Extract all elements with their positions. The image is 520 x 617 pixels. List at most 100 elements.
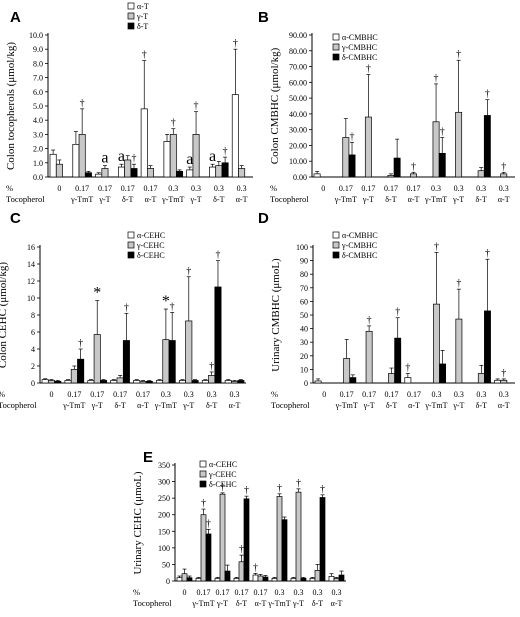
panel-letter-c: C bbox=[10, 210, 21, 227]
bar bbox=[49, 153, 57, 178]
x-tick-label-percent: 0.17 bbox=[113, 390, 127, 399]
bar bbox=[314, 380, 322, 384]
significance-mark: † bbox=[456, 49, 461, 60]
y-tick-label: 60.00 bbox=[289, 78, 307, 87]
x-tick-label-tocopherol: α-T bbox=[408, 401, 420, 410]
significance-mark: † bbox=[80, 98, 85, 109]
bar bbox=[208, 375, 216, 384]
bar bbox=[133, 380, 141, 384]
row-label-tocopherol: Tocopherol bbox=[271, 400, 310, 410]
bar bbox=[477, 373, 485, 384]
x-tick-label-percent: 0 bbox=[321, 184, 325, 193]
bar bbox=[231, 94, 239, 178]
x-tick-label-tocopherol: γ-TmT bbox=[70, 195, 93, 204]
y-tick-label: 0 bbox=[166, 577, 170, 586]
y-tick-label: 150 bbox=[158, 527, 170, 536]
bar bbox=[404, 377, 412, 384]
legend-swatch bbox=[199, 460, 207, 468]
y-tick-label: 40 bbox=[300, 325, 308, 334]
bar bbox=[494, 379, 502, 384]
bar bbox=[78, 134, 86, 178]
x-tick-label-percent: 0.17 bbox=[75, 184, 89, 193]
x-tick-label-percent: 0 bbox=[49, 390, 53, 399]
bar bbox=[477, 170, 485, 178]
significance-mark: † bbox=[501, 368, 506, 379]
significance-mark: † bbox=[239, 544, 244, 555]
x-tick-label-percent: 0.17 bbox=[362, 390, 376, 399]
significance-mark: a bbox=[101, 150, 108, 167]
bar bbox=[192, 134, 200, 178]
bar bbox=[209, 166, 217, 178]
significance-mark: * bbox=[162, 293, 170, 310]
legend-label: δ-CEHC bbox=[137, 251, 165, 260]
bar bbox=[219, 493, 226, 582]
y-tick-label: 100 bbox=[158, 544, 170, 553]
y-tick-label: 20 bbox=[300, 352, 308, 361]
x-tick-label-tocopherol: γ-TmT bbox=[161, 195, 184, 204]
x-tick-label-tocopherol: δ-T bbox=[114, 401, 125, 410]
x-tick-label-tocopherol: γ-T bbox=[98, 195, 110, 204]
legend-swatch bbox=[332, 241, 340, 249]
x-tick-label-tocopherol: γ-T bbox=[216, 599, 228, 608]
bar bbox=[214, 286, 222, 384]
y-tick-label: 80 bbox=[300, 270, 308, 279]
bar bbox=[139, 380, 147, 384]
bar bbox=[54, 380, 62, 384]
y-tick-label: 50.00 bbox=[289, 94, 307, 103]
y-axis-label: Colon CMBHC (μmol/kg) bbox=[269, 47, 281, 164]
x-tick-label-percent: 0.17 bbox=[384, 184, 398, 193]
bar bbox=[387, 175, 395, 178]
bar bbox=[483, 115, 491, 178]
x-tick-label-tocopherol: γ-TmT bbox=[335, 401, 358, 410]
y-tick-label: 12 bbox=[27, 277, 35, 286]
row-label-percent: % bbox=[271, 389, 278, 399]
bar bbox=[295, 491, 302, 582]
bar bbox=[333, 577, 340, 582]
bar bbox=[145, 380, 153, 384]
bar bbox=[93, 334, 101, 384]
bar bbox=[176, 577, 183, 582]
x-tick-label-tocopherol: δ-T bbox=[213, 195, 224, 204]
bar bbox=[87, 380, 95, 384]
legend-swatch bbox=[127, 22, 135, 30]
bar bbox=[122, 340, 130, 384]
significance-mark: † bbox=[223, 146, 228, 157]
x-tick-label-percent: 0.17 bbox=[235, 588, 249, 597]
bar bbox=[178, 380, 186, 384]
y-tick-label: 50 bbox=[162, 560, 170, 569]
x-tick-label-percent: 0.3 bbox=[230, 390, 240, 399]
x-tick-label-tocopherol: γ-T bbox=[362, 195, 374, 204]
x-tick-label-percent: 0.3 bbox=[499, 184, 509, 193]
bar bbox=[233, 577, 240, 582]
bar bbox=[147, 168, 154, 178]
bar bbox=[101, 168, 109, 178]
x-tick-label-tocopherol: δ-T bbox=[312, 599, 323, 608]
bar bbox=[388, 373, 395, 384]
legend-swatch bbox=[332, 33, 340, 41]
y-tick-label: 10.00 bbox=[289, 157, 307, 166]
panel-letter-e: E bbox=[143, 449, 153, 466]
y-tick-label: 4 bbox=[31, 345, 35, 354]
legend-label: γ-CMBHC bbox=[341, 241, 377, 250]
x-tick-label-percent: 0.17 bbox=[121, 184, 135, 193]
x-tick-label-tocopherol: α-T bbox=[331, 599, 343, 608]
significance-mark: † bbox=[405, 362, 410, 373]
bar bbox=[201, 380, 209, 384]
x-tick-label-tocopherol: α-T bbox=[498, 195, 510, 204]
bar bbox=[343, 358, 351, 384]
panel-letter-a: A bbox=[10, 9, 21, 26]
y-axis-label: Colon tocopherols (μmol/kg) bbox=[5, 42, 17, 170]
x-tick-label-tocopherol: δ-T bbox=[122, 195, 133, 204]
significance-mark: † bbox=[201, 498, 206, 509]
x-tick-label-tocopherol: γ-TmT bbox=[424, 401, 447, 410]
y-tick-label: 3.0 bbox=[33, 130, 43, 139]
y-tick-label: 10 bbox=[27, 294, 35, 303]
legend-label: γ-CEHC bbox=[136, 241, 165, 250]
x-tick-label-percent: 0.17 bbox=[67, 390, 81, 399]
significance-mark: † bbox=[366, 63, 371, 74]
x-tick-label-percent: 0.3 bbox=[161, 390, 171, 399]
bar bbox=[364, 116, 372, 178]
bar bbox=[243, 498, 250, 582]
row-label-percent: % bbox=[270, 183, 277, 193]
